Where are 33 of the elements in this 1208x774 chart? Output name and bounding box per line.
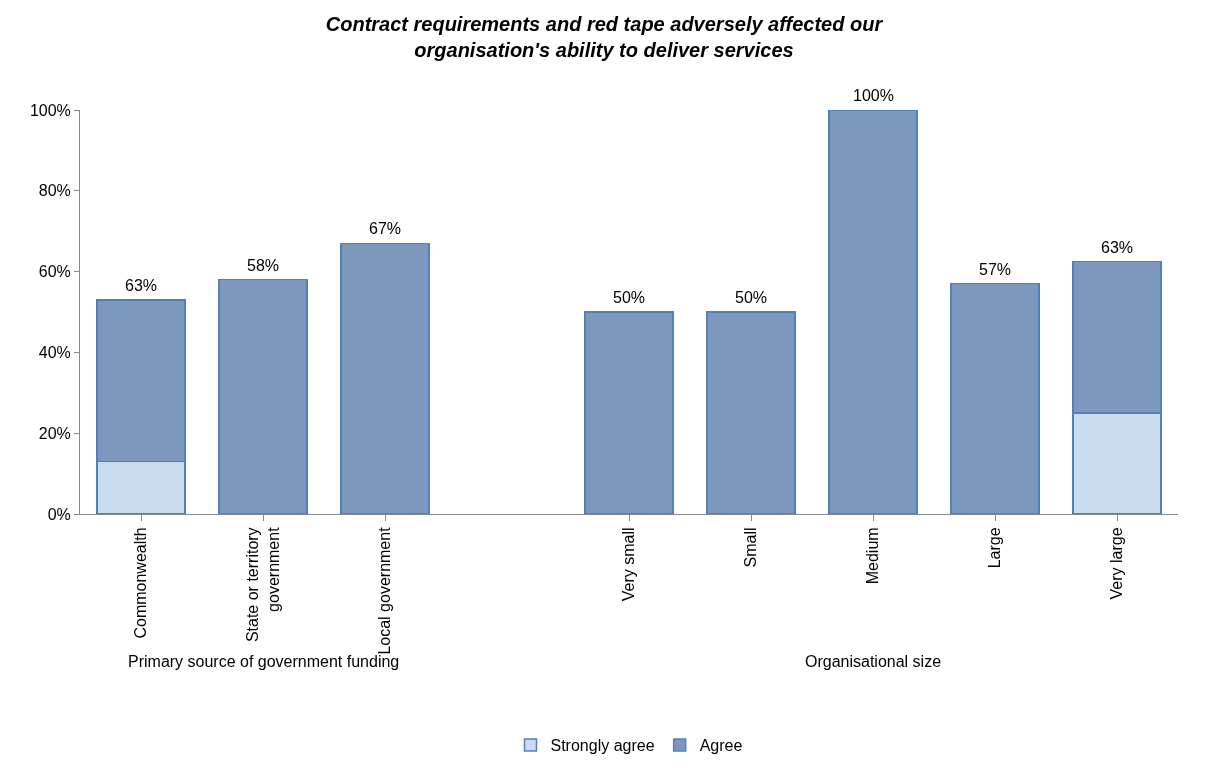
x-tick-label: Medium <box>864 527 882 585</box>
bar <box>706 311 796 514</box>
x-tick-label: Commonwealth <box>132 527 150 639</box>
y-tick-label: 100% <box>29 101 71 119</box>
bar <box>584 311 674 514</box>
y-tick-label: 80% <box>38 182 71 200</box>
legend-label: Strongly agree <box>550 737 655 755</box>
total-label: 58% <box>247 257 280 274</box>
x-tick-label: Large <box>986 527 1004 569</box>
total-label: 50% <box>613 289 646 306</box>
x-tick-label: Very small <box>620 527 638 602</box>
legend-label: Agree <box>699 737 743 755</box>
total-label: 57% <box>979 261 1012 278</box>
x-tick-label: Very large <box>1108 527 1126 600</box>
bar <box>950 282 1040 514</box>
chart-title: Contract requirements and red tape adversely affected our organisation's ability to deliver services <box>325 12 884 61</box>
text: Primary source of government funding <box>128 653 400 670</box>
y-tick-label: 20% <box>38 424 71 442</box>
x-tick-label: Small <box>742 527 760 568</box>
total-label: 100% <box>853 87 894 104</box>
y-tick-label: 0% <box>47 505 71 523</box>
total-label: 50% <box>735 289 768 306</box>
text: Organisational size <box>805 653 942 670</box>
bar <box>828 110 918 514</box>
bar <box>218 278 308 514</box>
annotation: 63% <box>125 277 158 294</box>
y-tick-label: 40% <box>38 344 71 361</box>
x-tick-label: State or territory government <box>243 526 282 643</box>
total-label: 67% <box>369 220 402 237</box>
y-tick-label: 60% <box>38 263 71 281</box>
x-tick-label: Local government <box>376 526 394 655</box>
bar <box>340 242 430 514</box>
total-label: 63% <box>1101 239 1134 256</box>
